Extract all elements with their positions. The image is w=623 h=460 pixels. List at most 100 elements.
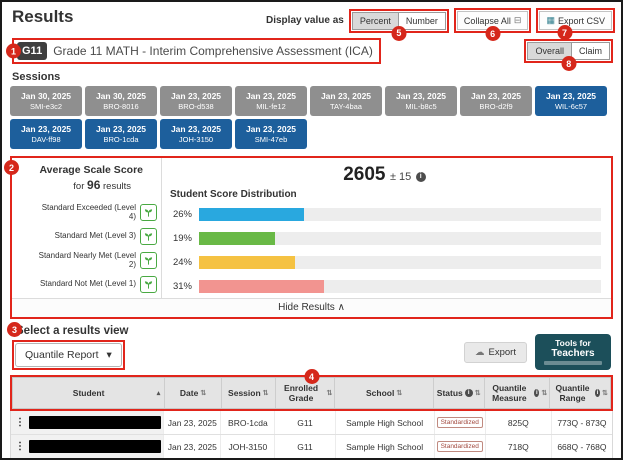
school-cell: Sample High School bbox=[336, 435, 435, 458]
column-header-student[interactable]: Student ▴ bbox=[13, 378, 166, 408]
session-button-BRO-d538[interactable]: Jan 23, 2025 BRO-d538 bbox=[160, 86, 232, 116]
sprout-icon bbox=[144, 280, 153, 289]
session-button-DAV-ff98[interactable]: Jan 23, 2025 DAV-ff98 bbox=[10, 119, 82, 149]
dropdown-value: Quantile Report bbox=[25, 349, 99, 361]
results-count: 96 bbox=[87, 178, 101, 192]
sort-icon: ⇅ bbox=[474, 390, 481, 397]
hide-results-button[interactable]: Hide Results ∧ bbox=[12, 298, 611, 317]
table-row[interactable]: ⋮ Jan 23, 2025 BRO-1cda G11 Sample High … bbox=[11, 411, 612, 435]
info-icon[interactable]: i bbox=[464, 389, 473, 397]
percent-button[interactable]: Percent bbox=[351, 11, 399, 30]
logo-line2: Teachers bbox=[551, 348, 595, 360]
student-cell: ⋮ bbox=[11, 411, 165, 434]
page-title: Results bbox=[12, 7, 74, 26]
column-header-enrolled-grade[interactable]: Enrolled Grade ⇅ bbox=[276, 378, 336, 408]
sort-icon: ⇅ bbox=[602, 390, 608, 397]
column-label: School bbox=[365, 388, 395, 398]
info-icon[interactable]: i bbox=[534, 389, 540, 397]
session-button-MIL-fe12[interactable]: Jan 23, 2025 MIL-fe12 bbox=[235, 86, 307, 116]
session-button-MIL-b8c5[interactable]: Jan 23, 2025 MIL-b8c5 bbox=[385, 86, 457, 116]
sessions-label: Sessions bbox=[12, 71, 61, 83]
info-icon[interactable]: i bbox=[415, 171, 426, 182]
callout-6: 6 bbox=[485, 26, 501, 41]
quantile-range-cell: 773Q - 873Q bbox=[557, 417, 607, 428]
level-labels: Standard Exceeded (Level 4) Standard Met… bbox=[16, 200, 157, 296]
session-code: BRO-1cda bbox=[103, 135, 139, 144]
export-csv-button[interactable]: ▦ Export CSV bbox=[539, 11, 612, 30]
column-header-date[interactable]: Date ⇅ bbox=[165, 378, 222, 408]
resource-icon-button[interactable] bbox=[140, 227, 157, 245]
table-header-annotation-box: 4 Student ▴ Date ⇅ Session ⇅ Enrolled Gr… bbox=[10, 369, 613, 411]
session-code: SMI-e3c2 bbox=[29, 102, 63, 111]
resource-icon-button[interactable] bbox=[140, 203, 157, 221]
chevron-down-icon: ▾ bbox=[106, 349, 112, 361]
column-label: Date bbox=[179, 388, 199, 398]
bar-track bbox=[199, 279, 601, 293]
distribution-bar-2 bbox=[199, 255, 296, 269]
column-header-session[interactable]: Session ⇅ bbox=[222, 378, 276, 408]
table-row[interactable]: ⋮ Jan 23, 2025 JOH-3150 G11 Sample High … bbox=[11, 435, 612, 458]
date-cell: Jan 23, 2025 bbox=[164, 435, 222, 458]
assessment-title-row: 1 G11 Grade 11 MATH - Interim Comprehens… bbox=[2, 35, 621, 71]
number-button[interactable]: Number bbox=[398, 11, 446, 30]
session-button-WIL-6c57[interactable]: Jan 23, 2025 WIL-6c57 bbox=[535, 86, 607, 116]
grade-cell: G11 bbox=[275, 411, 336, 434]
level-label: Standard Nearly Met (Level 2) bbox=[38, 250, 136, 269]
column-label: Status bbox=[436, 388, 463, 398]
info-icon[interactable]: i bbox=[594, 389, 601, 397]
overall-tab[interactable]: Overall bbox=[527, 42, 572, 60]
column-header-quantile-measure[interactable]: Quantile Measure i ⇅ bbox=[485, 378, 551, 408]
date-cell: Jan 23, 2025 bbox=[164, 411, 222, 434]
session-button-JOH-3150[interactable]: Jan 23, 2025 JOH-3150 bbox=[160, 119, 232, 149]
level-row: Standard Exceeded (Level 4) bbox=[16, 200, 157, 224]
session-code: JOH-3150 bbox=[178, 135, 214, 144]
distribution-bar-1 bbox=[199, 231, 276, 245]
collapse-annotation-box: Collapse All ⊟ 6 bbox=[453, 8, 532, 41]
bar-row: 31% bbox=[168, 274, 601, 298]
bar-track bbox=[199, 207, 601, 221]
callout-2: 2 bbox=[4, 160, 19, 175]
session-button-BRO-8016[interactable]: Jan 30, 2025 BRO-8016 bbox=[85, 86, 157, 116]
column-label: Session bbox=[228, 388, 261, 398]
session-button-BRO-d2f9[interactable]: Jan 23, 2025 BRO-d2f9 bbox=[460, 86, 532, 116]
resource-icon-button[interactable] bbox=[140, 251, 157, 269]
kebab-menu-icon[interactable]: ⋮ bbox=[15, 441, 25, 452]
score-error-margin: ± 15 bbox=[389, 171, 412, 183]
level-percent: 26% bbox=[172, 208, 192, 220]
column-header-quantile-range[interactable]: Quantile Range i ⇅ bbox=[550, 378, 610, 408]
session-code: MIL-b8c5 bbox=[405, 102, 437, 111]
distribution-title: Student Score Distribution bbox=[170, 189, 297, 200]
sort-icon: ⇅ bbox=[200, 390, 207, 397]
session-date: Jan 23, 2025 bbox=[545, 91, 597, 101]
session-code: MIL-fe12 bbox=[256, 102, 286, 111]
level-label: Standard Not Met (Level 1) bbox=[39, 279, 136, 289]
table-body: ⋮ Jan 23, 2025 BRO-1cda G11 Sample High … bbox=[10, 411, 613, 458]
quantile-range-cell: 668Q - 768Q bbox=[557, 441, 607, 452]
display-toggle-annotation-box: Percent Number 5 bbox=[348, 8, 449, 41]
average-score-line: 2605 ± 15 i bbox=[168, 164, 601, 186]
results-view-dropdown[interactable]: Quantile Report ▾ bbox=[15, 343, 122, 367]
resource-icon-button[interactable] bbox=[140, 275, 157, 293]
session-code: SMI-47eb bbox=[254, 135, 288, 144]
sort-icon: ⇅ bbox=[262, 390, 269, 397]
session-date: Jan 23, 2025 bbox=[470, 91, 522, 101]
summary-right-column: 2605 ± 15 i Student Score Distribution 2… bbox=[162, 158, 611, 298]
bar-track bbox=[199, 255, 601, 269]
callout-5: 5 bbox=[391, 25, 407, 41]
session-button-SMI-e3c2[interactable]: Jan 30, 2025 SMI-e3c2 bbox=[10, 86, 82, 116]
bar-row: 26% bbox=[168, 202, 601, 226]
session-button-BRO-1cda[interactable]: Jan 23, 2025 BRO-1cda bbox=[85, 119, 157, 149]
level-row: Standard Not Met (Level 1) bbox=[16, 272, 157, 296]
overall-claim-annotation-box: Overall Claim 8 bbox=[524, 39, 613, 71]
kebab-menu-icon[interactable]: ⋮ bbox=[15, 417, 25, 428]
session-button-TAY-4baa[interactable]: Jan 23, 2025 TAY-4baa bbox=[310, 86, 382, 116]
claim-tab[interactable]: Claim bbox=[571, 42, 610, 60]
column-header-status[interactable]: Status i ⇅ bbox=[434, 378, 485, 408]
export-button[interactable]: ☁ Export bbox=[464, 341, 527, 363]
column-header-school[interactable]: School ⇅ bbox=[335, 378, 434, 408]
session-button-SMI-47eb[interactable]: Jan 23, 2025 SMI-47eb bbox=[235, 119, 307, 149]
cloud-icon: ☁ bbox=[475, 346, 485, 358]
sort-asc-icon: ▴ bbox=[156, 390, 161, 397]
callout-8: 8 bbox=[561, 56, 577, 71]
